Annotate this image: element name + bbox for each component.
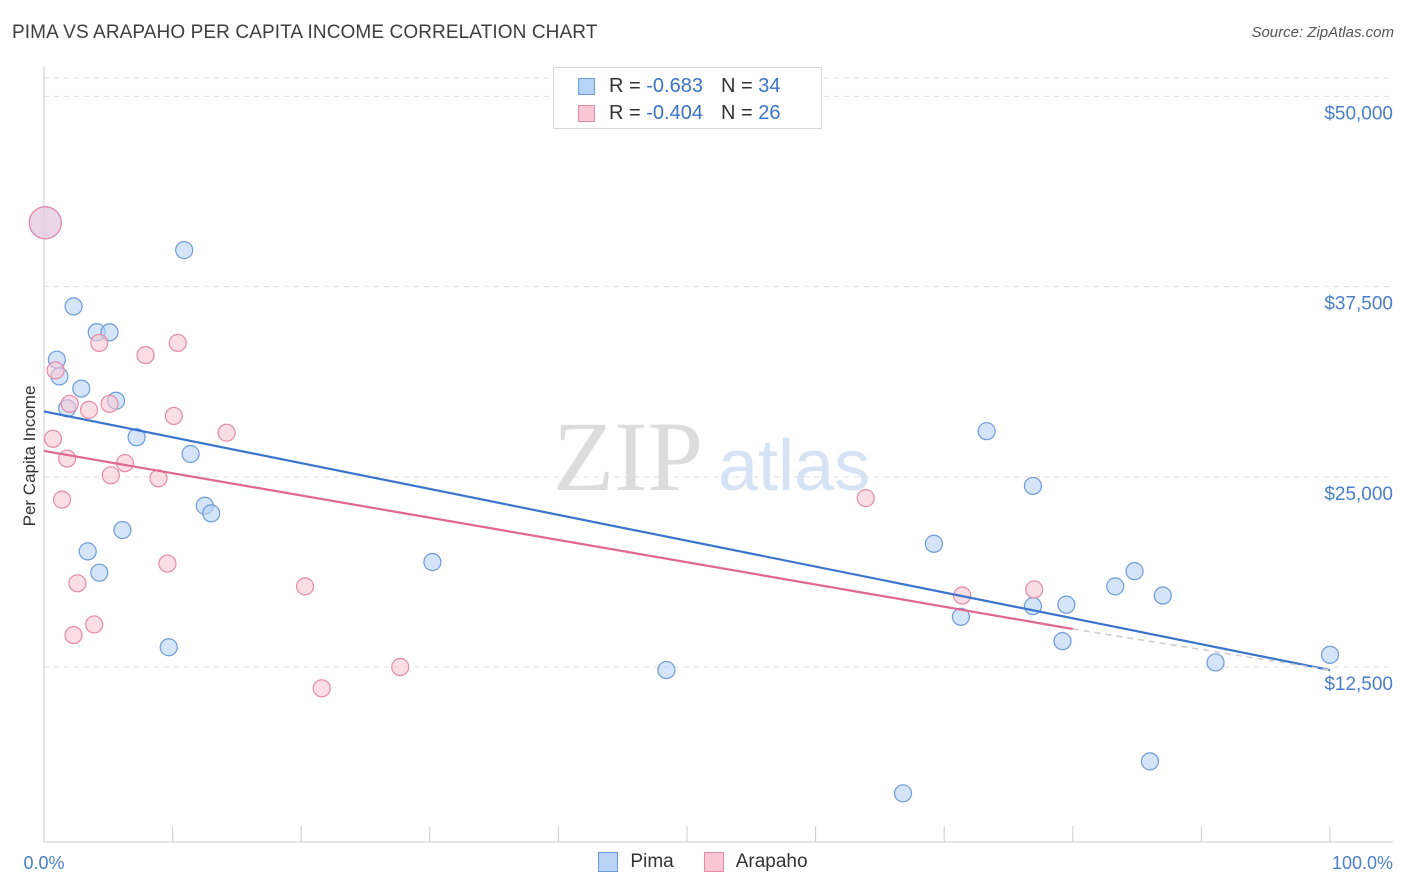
pima-point <box>977 422 996 441</box>
pima-point <box>1153 586 1172 605</box>
pima-point <box>72 379 91 398</box>
axes <box>43 66 1393 843</box>
x-tick-label-start: 0.0% <box>23 853 64 873</box>
pima-point <box>1106 577 1125 596</box>
arapaho-point <box>158 554 177 573</box>
arapaho-point <box>100 394 119 413</box>
pima-point <box>64 297 83 316</box>
arapaho-trend-extension <box>1072 628 1331 671</box>
legend-row-arapaho: R = -0.404 N = 26 <box>578 100 780 126</box>
arapaho-point <box>856 489 875 508</box>
y-tick-label: $25,000 <box>1324 484 1393 505</box>
pima-point <box>1023 476 1043 496</box>
legend-n-label: N = <box>720 101 753 124</box>
trend-lines <box>43 410 1331 672</box>
pima-point <box>1140 752 1160 771</box>
tick-labels: $12,500 $25,000 $37,500 $50,000 0.0% 100.0% <box>23 103 1393 873</box>
y-tick-label: $50,000 <box>1324 103 1393 124</box>
pima-point <box>202 504 221 523</box>
arapaho-point <box>168 333 187 353</box>
arapaho-trend-line <box>43 449 1073 631</box>
pima-point <box>175 241 194 260</box>
pima-point <box>78 542 97 561</box>
legend-n-label: N = <box>720 74 753 97</box>
pima-point <box>1125 562 1144 581</box>
arapaho-point <box>68 574 87 593</box>
arapaho-point <box>60 394 79 413</box>
legend-r-label: R = <box>609 74 641 97</box>
y-tick-label: $12,500 <box>1324 674 1393 695</box>
series-legend: Pima Arapaho <box>0 851 1406 873</box>
pima-point <box>1053 632 1072 651</box>
x-tick-label-end: 100.0% <box>1332 853 1393 873</box>
pima-point <box>127 428 146 447</box>
pima-point <box>893 784 913 803</box>
pima-point <box>113 520 132 540</box>
pima-point <box>1320 645 1340 664</box>
watermark-atlas: atlas <box>718 426 870 506</box>
pima-point <box>181 444 200 464</box>
arapaho-legend-label: Arapaho <box>735 851 808 872</box>
arapaho-point <box>79 400 99 419</box>
arapaho-legend-swatch <box>703 852 724 872</box>
pima-legend-label: Pima <box>630 851 674 872</box>
stats-legend: R = -0.683 N = 34 R = -0.404 N = 26 <box>553 67 822 129</box>
source-label: Source: ZipAtlas.com <box>1251 24 1394 41</box>
pima-point <box>159 638 178 657</box>
legend-r-value: -0.404 <box>646 101 703 124</box>
grid-lines <box>44 77 1393 668</box>
arapaho-point <box>101 466 120 485</box>
pima-point <box>924 534 944 553</box>
legend-n-value: 26 <box>758 101 781 124</box>
pima-point <box>951 607 971 626</box>
arapaho-point <box>1025 580 1044 599</box>
arapaho-point <box>90 333 109 353</box>
pima-point <box>657 660 676 680</box>
pima-legend-swatch <box>598 852 619 872</box>
arapaho-point <box>85 615 104 634</box>
pima-point <box>1206 653 1225 672</box>
arapaho-point <box>46 361 65 380</box>
watermark: ZIP atlas <box>553 401 870 512</box>
chart-title: PIMA VS ARAPAHO PER CAPITA INCOME CORREL… <box>12 22 598 43</box>
y-tick-label: $37,500 <box>1324 294 1393 315</box>
legend-r-label: R = <box>609 101 641 124</box>
watermark-zip: ZIP <box>553 401 703 512</box>
pima-point <box>1057 595 1076 614</box>
arapaho-points <box>28 206 1044 698</box>
legend-r-value: -0.683 <box>646 74 703 97</box>
arapaho-point <box>217 423 236 442</box>
pima-swatch <box>578 77 595 95</box>
arapaho-point <box>28 206 62 240</box>
arapaho-point <box>64 625 83 645</box>
legend-row-pima: R = -0.683 N = 34 <box>578 73 780 99</box>
legend-item-pima: Pima <box>598 851 674 873</box>
legend-n-value: 34 <box>758 74 781 97</box>
arapaho-point <box>295 577 315 596</box>
arapaho-point <box>391 657 410 677</box>
legend-item-arapaho: Arapaho <box>703 851 808 873</box>
pima-point <box>423 552 442 572</box>
arapaho-point <box>312 679 331 698</box>
arapaho-point <box>58 449 77 468</box>
arapaho-point <box>52 490 72 509</box>
arapaho-point <box>43 429 63 448</box>
arapaho-point <box>164 406 183 426</box>
arapaho-point <box>136 345 155 365</box>
arapaho-swatch <box>578 104 595 122</box>
pima-point <box>90 563 109 582</box>
y-axis-label: Per Capita Income <box>20 386 39 527</box>
pima-trend-line <box>43 410 1331 672</box>
